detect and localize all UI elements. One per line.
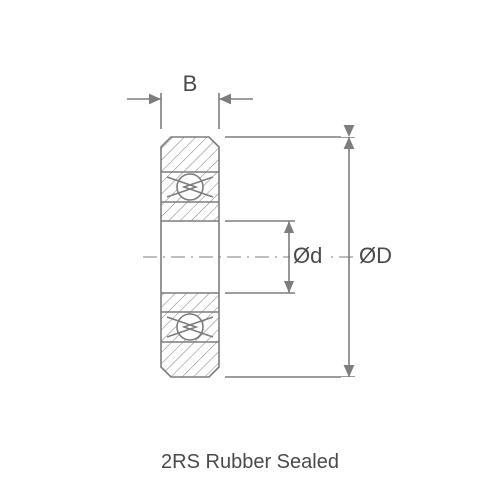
bearing-diagram: B Ød ØD	[0, 27, 500, 447]
width-label: B	[183, 71, 198, 96]
caption: 2RS Rubber Sealed	[161, 451, 339, 474]
inner-diameter-label: Ød	[293, 243, 322, 268]
outer-diameter-label: ØD	[359, 243, 392, 268]
